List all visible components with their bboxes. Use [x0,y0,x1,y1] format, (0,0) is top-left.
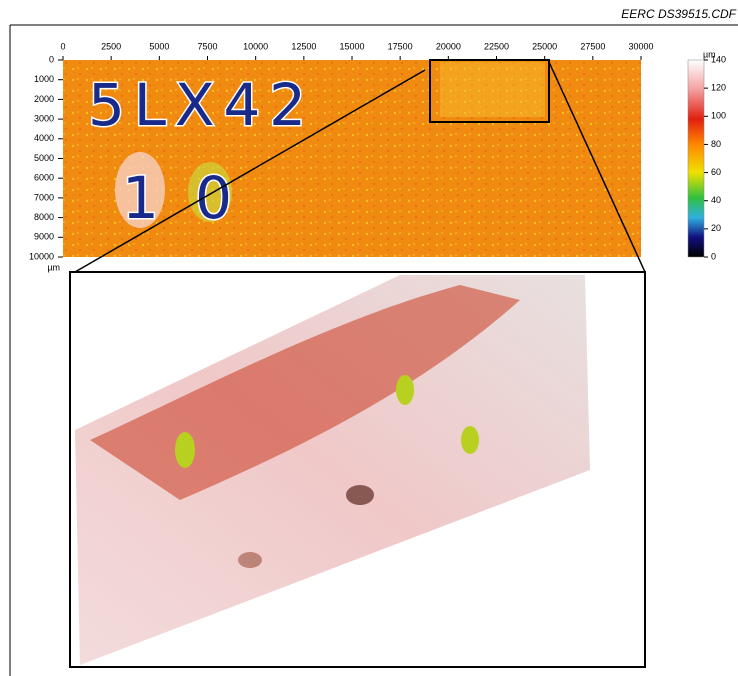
x-tick-label: 17500 [388,41,413,51]
x-tick-label: 30000 [628,41,653,51]
y-tick-label: 10000 [29,251,54,261]
pit [396,375,414,405]
pit [175,432,195,468]
y-tick-label: 1000 [34,74,54,84]
y-tick-label: 5000 [34,153,54,163]
figure: EERC DS39515.CDF 5LX42 10 µm µm 02500500… [0,0,738,676]
pit [461,426,479,454]
x-tick-label: 27500 [580,41,605,51]
x-tick-label: 7500 [197,41,217,51]
pitted-area [440,62,545,117]
y-unit: µm [47,262,60,272]
file-label: EERC DS39515.CDF [621,7,736,21]
y-tick-label: 7000 [34,192,54,202]
x-tick-label: 20000 [436,41,461,51]
x-tick-label: 12500 [291,41,316,51]
y-tick-label: 3000 [34,113,54,123]
colorbar-tick-label: 0 [711,251,716,261]
x-tick-label: 22500 [484,41,509,51]
pit [238,552,262,568]
x-tick-label: 25000 [532,41,557,51]
colorbar-tick-label: 80 [711,139,721,149]
colorbar [688,60,704,257]
x-tick-label: 10000 [243,41,268,51]
y-tick-label: 8000 [34,212,54,222]
colorbar-tick-label: 120 [711,83,726,93]
colorbar-tick-label: 100 [711,111,726,121]
colorbar-tick-label: 60 [711,167,721,177]
colorbar-tick-label: 140 [711,54,726,64]
x-tick-label: 2500 [101,41,121,51]
y-tick-label: 4000 [34,133,54,143]
x-tick-label: 15000 [339,41,364,51]
y-tick-label: 6000 [34,173,54,183]
x-tick-label: 5000 [149,41,169,51]
colorbar-tick-label: 40 [711,195,721,205]
colorbar-tick-label: 20 [711,223,721,233]
y-tick-label: 9000 [34,232,54,242]
x-tick-label: 0 [60,41,65,51]
y-tick-label: 2000 [34,94,54,104]
pit [346,485,374,505]
engraved-mark: 5LX42 [88,71,306,139]
y-tick-label: 0 [49,54,54,64]
